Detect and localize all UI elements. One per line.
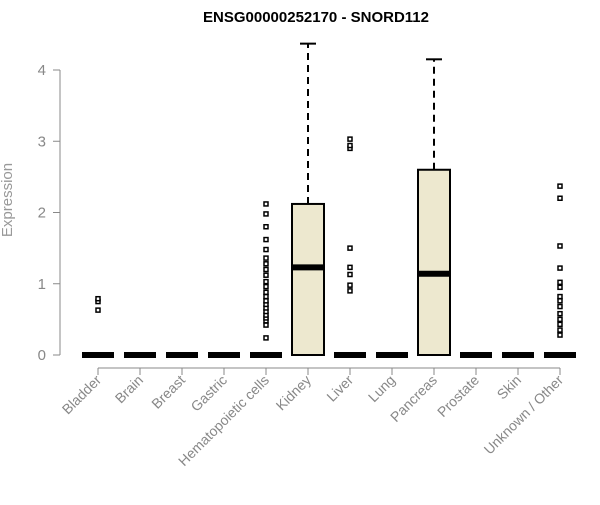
outlier-point bbox=[95, 295, 101, 302]
outlier-point bbox=[263, 224, 269, 230]
outlier-point bbox=[347, 136, 353, 142]
outlier-point bbox=[557, 243, 563, 249]
outlier-point bbox=[263, 272, 269, 278]
outlier-point bbox=[263, 201, 269, 207]
outlier-point bbox=[263, 289, 269, 296]
outlier-point bbox=[263, 266, 269, 273]
x-tick-label: Skin bbox=[494, 372, 525, 403]
box-group-bladder bbox=[82, 295, 114, 358]
y-axis-label: Expression bbox=[0, 163, 16, 237]
box-group-pancreas bbox=[417, 58, 451, 356]
outlier-point bbox=[557, 284, 563, 291]
outlier-point bbox=[557, 279, 563, 286]
outlier-point bbox=[263, 255, 269, 261]
outlier-point bbox=[557, 298, 563, 304]
outlier-point bbox=[347, 282, 353, 288]
outlier-point bbox=[347, 271, 353, 278]
x-tick-label: Breast bbox=[148, 372, 188, 412]
outlier-point bbox=[557, 332, 563, 338]
outlier-point bbox=[95, 307, 101, 313]
outlier-point bbox=[557, 316, 563, 323]
box-iqr bbox=[417, 168, 451, 356]
outlier-point bbox=[557, 327, 563, 333]
outlier-point bbox=[557, 265, 563, 271]
outlier-point bbox=[263, 298, 269, 304]
box-group-unknown-other bbox=[544, 183, 576, 358]
x-tick-label: Lung bbox=[365, 372, 398, 405]
outlier-point bbox=[263, 335, 269, 341]
box-group-hematopoietic-cells bbox=[250, 201, 282, 358]
y-tick-label: 0 bbox=[38, 347, 46, 364]
outlier-point bbox=[263, 261, 269, 267]
box-iqr bbox=[291, 202, 325, 356]
outlier-point bbox=[347, 142, 353, 149]
outlier-point bbox=[263, 293, 269, 300]
x-tick-label: Brain bbox=[112, 372, 146, 406]
outlier-point bbox=[263, 322, 269, 328]
outlier-point bbox=[557, 195, 563, 201]
outlier-point bbox=[263, 211, 269, 217]
outlier-point bbox=[263, 236, 269, 243]
outlier-point bbox=[347, 245, 353, 251]
outlier-point bbox=[557, 183, 563, 189]
x-tick-label: Bladder bbox=[59, 372, 105, 418]
y-tick-label: 4 bbox=[38, 62, 46, 79]
y-tick-label: 1 bbox=[38, 276, 46, 293]
outlier-point bbox=[263, 278, 269, 285]
x-tick-label: Kidney bbox=[273, 372, 315, 414]
outlier-point bbox=[263, 246, 269, 253]
outlier-point bbox=[557, 293, 563, 300]
outlier-point bbox=[557, 310, 563, 317]
chart-title: ENSG00000252170 - SNORD112 bbox=[203, 9, 429, 26]
box-group-liver bbox=[334, 136, 366, 358]
outlier-point bbox=[347, 264, 353, 271]
outlier-point bbox=[557, 321, 563, 328]
outlier-point bbox=[557, 303, 563, 310]
x-tick-label: Unknown / Other bbox=[481, 372, 567, 458]
outlier-point bbox=[263, 283, 269, 290]
x-tick-label: Liver bbox=[323, 372, 356, 405]
plot-area bbox=[82, 42, 576, 358]
outlier-point bbox=[347, 288, 353, 294]
x-tick-label: Prostate bbox=[434, 372, 482, 420]
box-group-kidney bbox=[291, 42, 325, 356]
x-tick-label: Pancreas bbox=[387, 372, 440, 425]
y-tick-label: 2 bbox=[38, 205, 46, 222]
y-axis: 0 1 2 3 4 bbox=[38, 62, 61, 364]
y-tick-label: 3 bbox=[38, 133, 46, 150]
